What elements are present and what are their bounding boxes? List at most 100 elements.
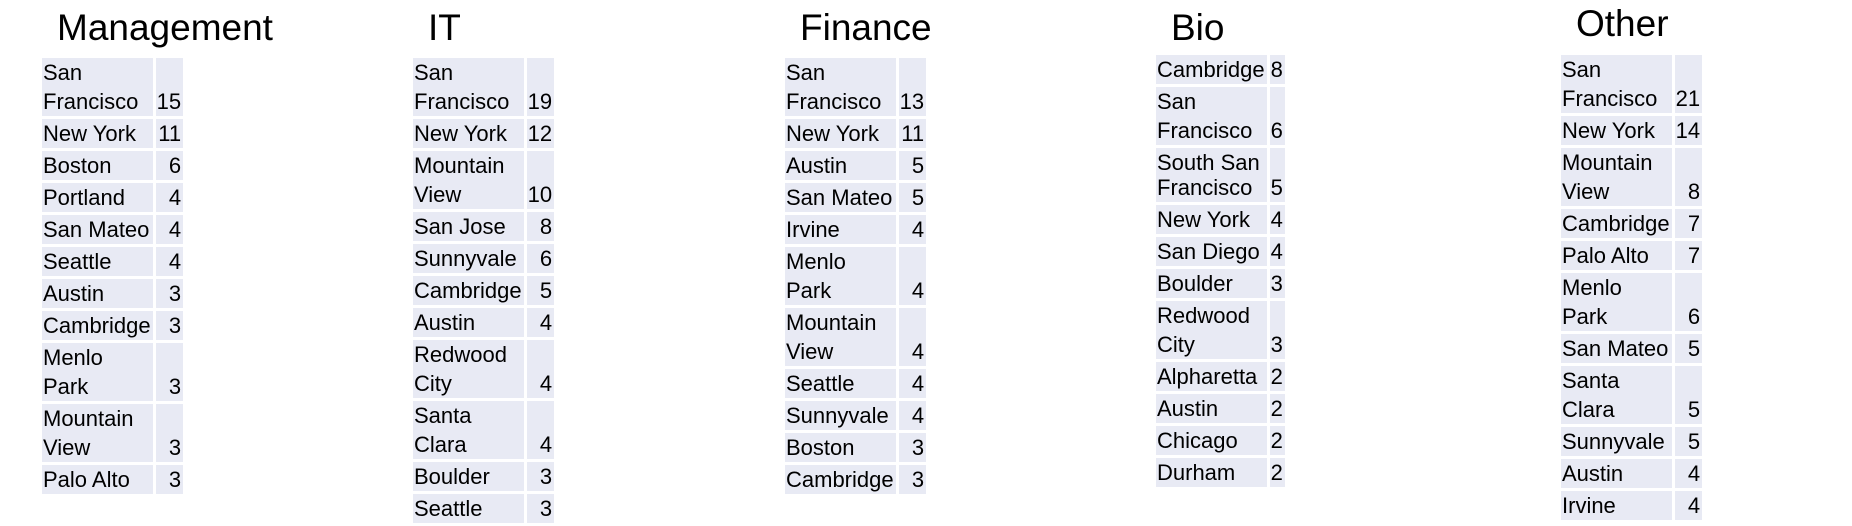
group-title: Bio [1171, 7, 1225, 48]
group-title: Other [1576, 3, 1669, 44]
city-cell: Palo Alto [42, 463, 156, 497]
count-cell: 4 [525, 399, 555, 462]
city-cell: Cambridge [1561, 207, 1675, 241]
table-row: Alpharetta 2 [1156, 360, 1285, 394]
table-row: Santa Clara 4 [413, 399, 555, 462]
city-cell: Seattle [785, 367, 899, 401]
count-cell: 13 [897, 58, 927, 119]
table-row: Menlo Park 6 [1561, 271, 1703, 334]
table-row: San Mateo 5 [1561, 332, 1703, 366]
count-cell: 5 [897, 181, 927, 215]
count-cell: 4 [897, 306, 927, 369]
city-table: San Francisco 13 New York 11 Austin 5 San M… [785, 58, 927, 497]
city-cell: Portland [42, 181, 156, 215]
table-row: Boston 6 [42, 149, 184, 183]
count-cell: 6 [1268, 85, 1285, 148]
table-row: Sunnyvale 5 [1561, 425, 1703, 459]
city-cell: Austin [413, 306, 527, 340]
table-row: Palo Alto 7 [1561, 239, 1703, 273]
count-cell: 3 [1268, 299, 1285, 362]
count-cell: 5 [525, 274, 555, 308]
group-title: Finance [800, 7, 932, 48]
table-row: Austin 4 [1561, 457, 1703, 491]
city-cell: Austin [42, 277, 156, 311]
count-cell: 3 [525, 492, 555, 526]
table-row: Mountain View 8 [1561, 146, 1703, 209]
city-table: San Francisco 19 New York 12 Mountain View… [413, 58, 555, 526]
city-cell: South San Francisco [1156, 146, 1270, 205]
count-cell: 15 [154, 58, 184, 119]
count-cell: 2 [1268, 360, 1285, 394]
count-cell: 6 [154, 149, 184, 183]
table-row: Cambridge 8 [1156, 55, 1285, 87]
count-cell: 8 [1673, 146, 1703, 209]
table-row: Cambridge 3 [42, 309, 184, 343]
table-row: Chicago 2 [1156, 424, 1285, 458]
city-cell: Redwood City [413, 338, 527, 401]
count-cell: 3 [154, 277, 184, 311]
city-cell: Cambridge [1156, 55, 1270, 87]
city-cell: San Francisco [1156, 85, 1270, 148]
table-row: Austin 3 [42, 277, 184, 311]
city-table: Cambridge 8 San Francisco 6 South San Fran… [1156, 55, 1285, 490]
count-cell: 3 [897, 431, 927, 465]
count-cell: 5 [1673, 425, 1703, 459]
count-cell: 2 [1268, 392, 1285, 426]
count-cell: 4 [897, 213, 927, 247]
table-row: Seattle 4 [785, 367, 927, 401]
count-cell: 5 [1268, 146, 1285, 205]
table-row: Cambridge 7 [1561, 207, 1703, 241]
city-cell: New York [42, 117, 156, 151]
city-cell: Austin [1561, 457, 1675, 491]
count-cell: 4 [1268, 235, 1285, 269]
city-cell: Mountain View [42, 402, 156, 465]
count-cell: 21 [1673, 55, 1703, 116]
city-cell: San Francisco [785, 58, 899, 119]
count-cell: 11 [154, 117, 184, 151]
table-row: Menlo Park 3 [42, 341, 184, 404]
count-cell: 3 [154, 402, 184, 465]
table-row: San Francisco 19 [413, 58, 555, 119]
table-row: Seattle 3 [413, 492, 555, 526]
table-row: New York 12 [413, 117, 555, 151]
group-title: Management [57, 7, 273, 48]
count-cell: 3 [154, 341, 184, 404]
count-cell: 19 [525, 58, 555, 119]
city-cell: Boulder [1156, 267, 1270, 301]
city-cell: Boston [42, 149, 156, 183]
table-row: Boston 3 [785, 431, 927, 465]
city-cell: San Mateo [42, 213, 156, 247]
city-cell: Mountain View [785, 306, 899, 369]
table-row: Irvine 4 [785, 213, 927, 247]
count-cell: 11 [897, 117, 927, 151]
city-cell: Durham [1156, 456, 1270, 490]
count-cell: 4 [1673, 457, 1703, 491]
city-cell: San Francisco [42, 58, 156, 119]
table-row: Sunnyvale 4 [785, 399, 927, 433]
city-cell: Cambridge [42, 309, 156, 343]
count-cell: 7 [1673, 239, 1703, 273]
table-row: Durham 2 [1156, 456, 1285, 490]
table-row: San Francisco 21 [1561, 55, 1703, 116]
city-table: San Francisco 15 New York 11 Boston 6 Portl… [42, 58, 184, 497]
group-title: IT [428, 7, 461, 48]
count-cell: 4 [897, 245, 927, 308]
count-cell: 6 [525, 242, 555, 276]
table-row: New York 11 [785, 117, 927, 151]
city-cell: Boston [785, 431, 899, 465]
city-cell: Mountain View [1561, 146, 1675, 209]
city-cell: Sunnyvale [413, 242, 527, 276]
city-cell: Mountain View [413, 149, 527, 212]
count-cell: 3 [1268, 267, 1285, 301]
table-row: Sunnyvale 6 [413, 242, 555, 276]
table-row: Austin 2 [1156, 392, 1285, 426]
count-cell: 3 [525, 460, 555, 494]
city-cell: Menlo Park [785, 245, 899, 308]
city-cell: San Mateo [785, 181, 899, 215]
table-row: Cambridge 5 [413, 274, 555, 308]
table-row: Mountain View 3 [42, 402, 184, 465]
count-cell: 3 [154, 463, 184, 497]
city-cell: Menlo Park [42, 341, 156, 404]
city-cell: Cambridge [413, 274, 527, 308]
count-cell: 4 [154, 245, 184, 279]
